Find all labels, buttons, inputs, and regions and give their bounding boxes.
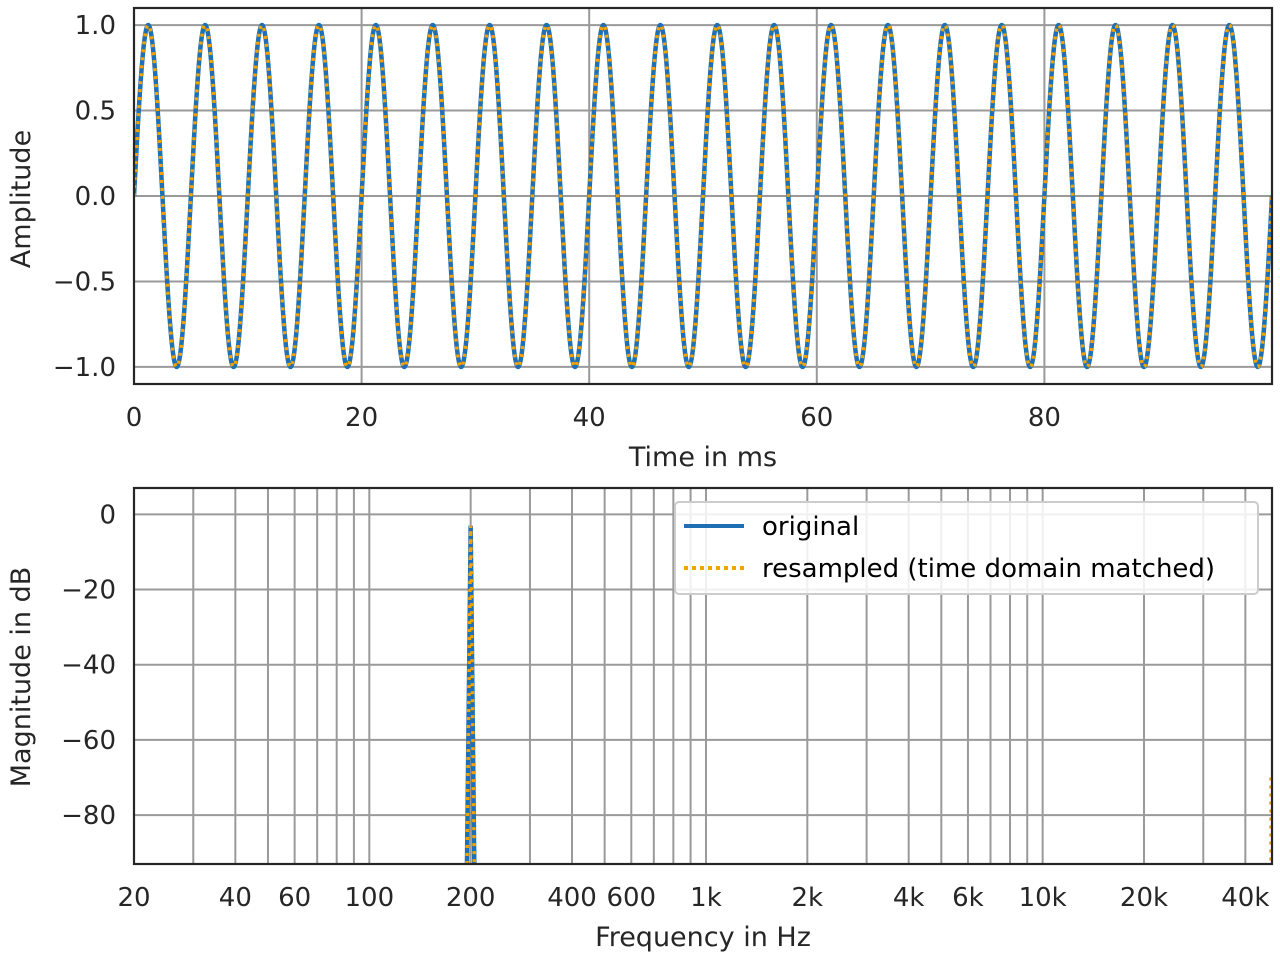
freq-xtick-label: 2k xyxy=(792,883,824,913)
freq-xtick-label: 40 xyxy=(219,883,252,913)
time-xlabel: Time in ms xyxy=(628,442,777,473)
time-ytick-label: 1.0 xyxy=(75,11,116,41)
time-ytick-label: −0.5 xyxy=(53,267,116,297)
freq-xtick-label: 6k xyxy=(952,883,984,913)
freq-xtick-label: 10k xyxy=(1019,883,1067,913)
time-domain-plot: 0 20 40 60 80 1.0 0.5 0.0 −0.5 −1.0 xyxy=(53,6,1274,433)
freq-xtick-label: 60 xyxy=(278,883,311,913)
time-xtick-label: 0 xyxy=(126,403,143,433)
time-xtick-label: 40 xyxy=(573,403,606,433)
freq-ytick-label: 0 xyxy=(99,500,116,530)
time-xtick-label: 80 xyxy=(1028,403,1061,433)
freq-xtick-label: 20k xyxy=(1120,883,1168,913)
time-ylabel: Amplitude xyxy=(6,130,37,268)
freq-xlabel: Frequency in Hz xyxy=(595,922,811,953)
freq-ytick-label: −60 xyxy=(61,726,116,756)
legend: original resampled (time domain matched) xyxy=(674,501,1259,595)
series-resampled-spectrum xyxy=(465,525,477,864)
legend-label-original: original xyxy=(762,512,859,542)
freq-ytick-label: −20 xyxy=(61,576,116,606)
legend-box xyxy=(674,501,1259,595)
time-xtick-label: 60 xyxy=(800,403,833,433)
freq-xtick-label: 600 xyxy=(606,883,656,913)
time-ytick-label: 0.5 xyxy=(75,97,116,127)
freq-xtick-label: 20 xyxy=(117,883,150,913)
freq-ylabel: Magnitude in dB xyxy=(6,567,37,787)
time-ytick-label: −1.0 xyxy=(53,353,116,383)
series-resampled-time xyxy=(134,23,1272,369)
time-xtick-label: 20 xyxy=(345,403,378,433)
freq-xtick-label: 4k xyxy=(893,883,925,913)
freq-axes-frame xyxy=(132,486,1274,866)
time-ytick-label: 0.0 xyxy=(75,182,116,212)
freq-xtick-label: 40k xyxy=(1221,883,1269,913)
time-axes-frame xyxy=(132,6,1274,386)
freq-xtick-label: 400 xyxy=(547,883,597,913)
legend-label-resampled: resampled (time domain matched) xyxy=(762,554,1215,584)
freq-ytick-label: −40 xyxy=(61,651,116,681)
freq-xtick-label: 1k xyxy=(690,883,722,913)
freq-xtick-label: 200 xyxy=(446,883,496,913)
freq-xtick-label: 100 xyxy=(344,883,394,913)
freq-ytick-label: −80 xyxy=(61,801,116,831)
